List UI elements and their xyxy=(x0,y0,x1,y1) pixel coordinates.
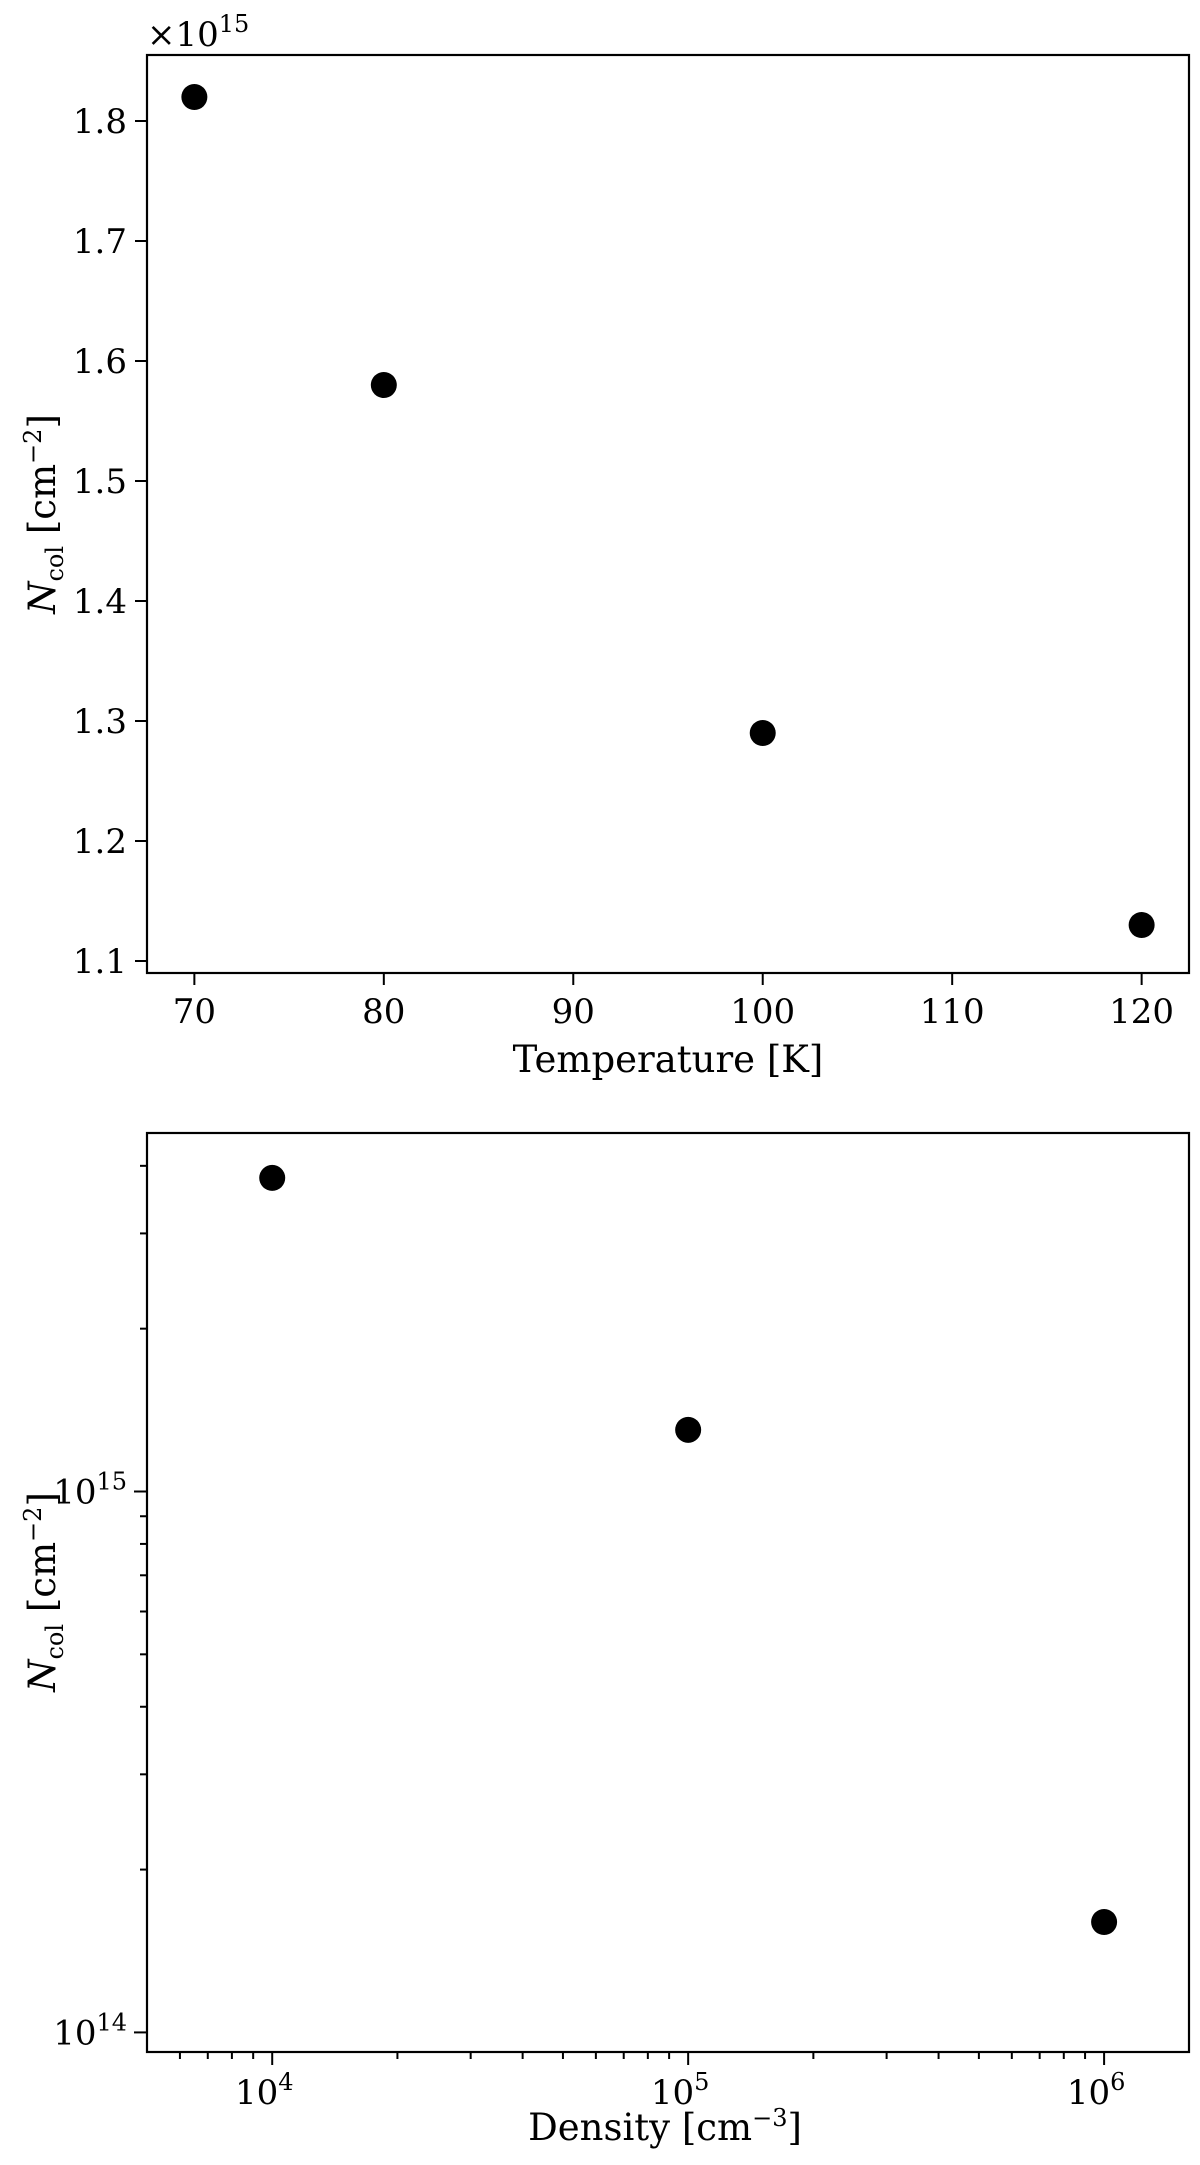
y-tick-label-2-0: 1014 xyxy=(53,2008,127,2053)
y-tick-label-1-1: 1.2 xyxy=(73,822,127,862)
x-tick-label-1-1: 80 xyxy=(362,992,405,1032)
axis-ticks-2: 104 105 106 1014 1015 xyxy=(53,1164,1126,2113)
x-tick-label-2-2: 106 xyxy=(1067,2068,1126,2113)
data-point-1-2 xyxy=(749,720,776,746)
data-points-2 xyxy=(259,1164,1118,1936)
plot-frame-1 xyxy=(145,53,1191,975)
y-axis-label-2: Ncol [cm−2] xyxy=(19,1492,69,1693)
temperature-panel: 70 80 90 100 110 1201.11.21.31.41.51.61.71.8 … xyxy=(19,10,1191,1081)
data-point-2-1 xyxy=(675,1416,702,1443)
plot-frame-2 xyxy=(145,1131,1191,2054)
x-tick-label-1-0: 70 xyxy=(173,992,216,1032)
x-axis-label-1: Temperature [K] xyxy=(513,1038,824,1081)
data-points-1 xyxy=(181,84,1155,938)
x-tick-label-1-2: 90 xyxy=(552,992,595,1032)
y-tick-label-1-6: 1.7 xyxy=(73,222,127,262)
axis-ticks-1: 70 80 90 100 110 120 1.1 1.2 1.3 1.4 1.5 1.6 1.7 1.8 xyxy=(73,102,1174,1032)
y-tick-label-1-2: 1.3 xyxy=(73,702,127,742)
y-offset-text: ×1015 xyxy=(147,10,249,55)
x-tick-label-2-0: 104 xyxy=(235,2068,294,2113)
x-tick-label-1-4: 110 xyxy=(920,992,985,1032)
y-tick-label-1-5: 1.6 xyxy=(73,342,127,382)
y-tick-label-1-4: 1.5 xyxy=(73,462,127,502)
density-panel: 104 105 106 1014 1015 Density [cm−3] Ncol [c… xyxy=(19,1131,1191,2149)
x-tick-label-1-3: 100 xyxy=(730,992,795,1032)
x-axis-label-2: Density [cm−3] xyxy=(528,2104,802,2149)
y-tick-label-1-0: 1.1 xyxy=(73,942,127,982)
y-tick-label-2-1: 1015 xyxy=(53,1467,127,1512)
data-point-1-3 xyxy=(1128,912,1155,938)
data-point-1-1 xyxy=(370,372,397,398)
y-axis-label-1: Ncol [cm−2] xyxy=(19,414,69,615)
data-point-2-2 xyxy=(1091,1909,1118,1936)
data-point-1-0 xyxy=(181,84,208,110)
x-tick-label-1-5: 120 xyxy=(1109,992,1174,1032)
data-point-2-0 xyxy=(259,1164,286,1191)
x-tick-label-2-1: 105 xyxy=(651,2068,710,2113)
y-tick-label-1-7: 1.8 xyxy=(73,102,127,142)
y-tick-label-1-3: 1.4 xyxy=(73,582,127,622)
